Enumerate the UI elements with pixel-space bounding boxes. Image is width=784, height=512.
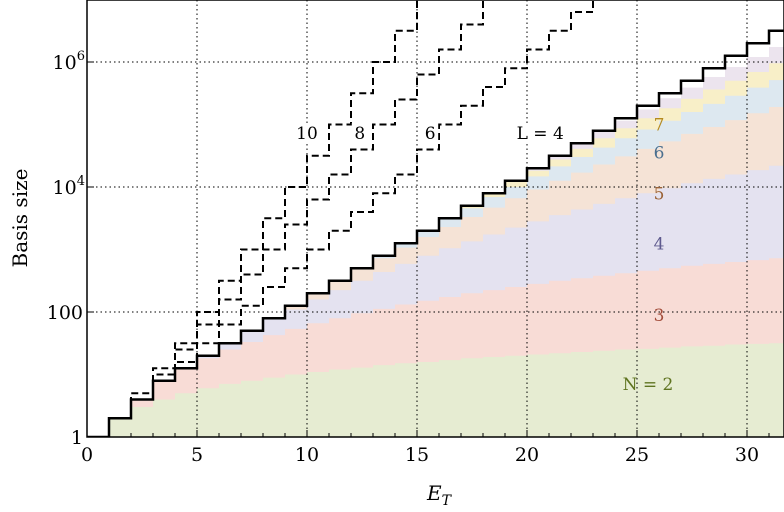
y-axis-label: Basis size — [8, 169, 32, 268]
line-L-4 — [87, 29, 784, 437]
band-label: 7 — [654, 116, 665, 136]
x-axis-label-sub: T — [442, 493, 453, 509]
band-label: N = 2 — [623, 375, 674, 395]
x-tick-label: 10 — [295, 444, 319, 466]
annotations: 10 8 6 L = 4 7 6 5 4 3 N = 2 — [294, 116, 673, 395]
band-label: 5 — [654, 184, 665, 204]
x-axis-label: ET — [426, 481, 453, 509]
y-tick-label: 104 — [53, 174, 85, 199]
x-tick-label: 0 — [81, 444, 93, 466]
step-lines — [87, 0, 784, 437]
line-label-bg — [351, 123, 368, 143]
y-tick-label: 100 — [47, 302, 83, 324]
x-tick-label: 5 — [191, 444, 203, 466]
line-label-bg — [294, 123, 320, 143]
line-label-bg — [512, 123, 569, 143]
line-label-bg — [422, 123, 439, 143]
x-tick-label: 20 — [515, 444, 539, 466]
line-label: L = 4 — [517, 124, 564, 144]
n-bands — [87, 47, 784, 437]
line-label: 6 — [425, 124, 436, 144]
x-tick-label: 25 — [625, 444, 649, 466]
y-tick-label: 106 — [53, 49, 85, 74]
line-label: 10 — [296, 124, 318, 144]
line-label: 8 — [354, 124, 365, 144]
band-label: 6 — [654, 144, 665, 164]
line-L-10 — [87, 0, 439, 437]
band-N2 — [87, 343, 784, 437]
y-tick-label: 1 — [71, 427, 83, 449]
band-label: 4 — [654, 234, 665, 254]
gridlines — [87, 0, 784, 437]
x-axis-label-base: E — [426, 481, 442, 505]
x-tick-label: 15 — [405, 444, 429, 466]
plot-frame — [86, 0, 784, 438]
line-L-8 — [87, 0, 505, 437]
x-tick-label: 30 — [735, 444, 759, 466]
band-label: 3 — [654, 306, 665, 326]
